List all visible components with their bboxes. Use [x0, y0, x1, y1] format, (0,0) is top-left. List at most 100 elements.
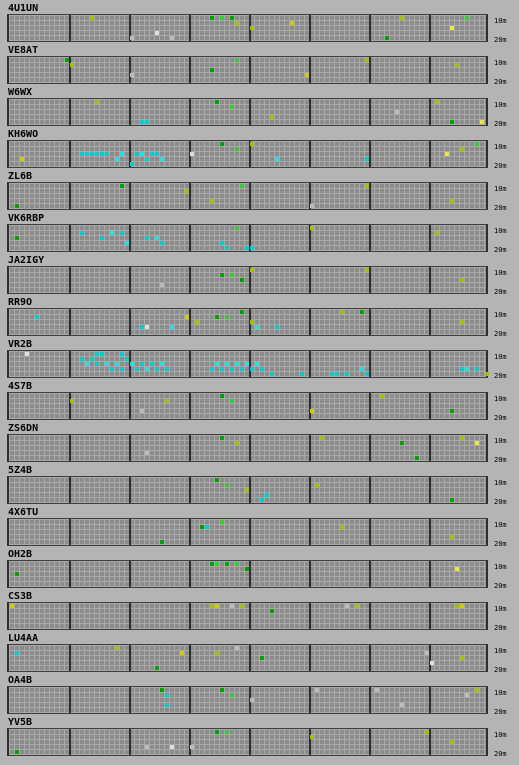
signal-spot — [255, 362, 259, 366]
signal-spot — [15, 204, 19, 208]
hour-separator — [309, 309, 311, 335]
signal-spot — [90, 152, 94, 156]
hour-separator — [249, 99, 251, 125]
beacon-panel-oa4b: OA4B 10m 20m — [0, 675, 519, 717]
signal-spot — [10, 604, 14, 608]
hour-separator — [429, 267, 431, 293]
hour-separator — [309, 99, 311, 125]
band-label-20m: 20m — [494, 36, 507, 44]
hour-separator — [309, 519, 311, 545]
hour-separator — [189, 477, 191, 503]
signal-spot — [235, 21, 239, 25]
signal-spot — [460, 147, 464, 151]
signal-spot — [195, 320, 199, 324]
band-label-10m: 10m — [494, 353, 507, 361]
hour-separator — [249, 225, 251, 251]
signal-spot — [250, 320, 254, 324]
hour-separator — [249, 477, 251, 503]
signal-spot — [365, 184, 369, 188]
signal-spot — [215, 362, 219, 366]
signal-spot — [165, 367, 169, 371]
hour-separator — [369, 225, 371, 251]
signal-spot — [450, 409, 454, 413]
signal-spot — [225, 562, 229, 566]
signal-grid — [7, 644, 488, 672]
signal-spot — [235, 226, 239, 230]
hour-separator — [129, 477, 131, 503]
hour-separator — [129, 435, 131, 461]
signal-spot — [260, 656, 264, 660]
signal-spot — [220, 688, 224, 692]
hour-separator — [129, 309, 131, 335]
signal-spot — [105, 362, 109, 366]
signal-spot — [155, 152, 159, 156]
signal-spot — [250, 367, 254, 371]
signal-spot — [455, 63, 459, 67]
signal-spot — [185, 189, 189, 193]
beacon-callsign: OH2B — [8, 549, 33, 560]
signal-grid — [7, 686, 488, 714]
signal-spot — [165, 399, 169, 403]
hour-separator — [249, 351, 251, 377]
hour-separator — [369, 519, 371, 545]
signal-spot — [25, 352, 29, 356]
signal-spot — [205, 525, 209, 529]
hour-separator — [189, 603, 191, 629]
signal-spot — [230, 693, 234, 697]
hour-separator — [69, 519, 71, 545]
signal-spot — [160, 241, 164, 245]
signal-grid — [7, 140, 488, 168]
signal-spot — [155, 236, 159, 240]
signal-spot — [340, 310, 344, 314]
signal-spot — [475, 142, 479, 146]
hour-separator — [69, 15, 71, 41]
band-label-20m: 20m — [494, 246, 507, 254]
signal-spot — [140, 325, 144, 329]
signal-spot — [425, 730, 429, 734]
signal-spot — [215, 730, 219, 734]
signal-spot — [355, 604, 359, 608]
signal-spot — [365, 157, 369, 161]
signal-spot — [105, 152, 109, 156]
signal-spot — [340, 525, 344, 529]
beacon-panel-kh6wo: KH6WO 10m 20m — [0, 129, 519, 171]
signal-spot — [80, 231, 84, 235]
signal-spot — [220, 436, 224, 440]
signal-spot — [275, 157, 279, 161]
hour-separator — [249, 267, 251, 293]
signal-spot — [310, 226, 314, 230]
hour-separator — [129, 393, 131, 419]
signal-spot — [215, 651, 219, 655]
signal-spot — [250, 698, 254, 702]
signal-spot — [100, 152, 104, 156]
signal-spot — [400, 16, 404, 20]
signal-spot — [300, 372, 304, 376]
signal-spot — [455, 567, 459, 571]
signal-spot — [220, 520, 224, 524]
signal-spot — [215, 478, 219, 482]
signal-grid — [7, 560, 488, 588]
signal-spot — [35, 315, 39, 319]
hour-separator — [69, 57, 71, 83]
signal-spot — [215, 562, 219, 566]
band-label-10m: 10m — [494, 605, 507, 613]
signal-spot — [465, 367, 469, 371]
signal-spot — [435, 231, 439, 235]
band-label-10m: 10m — [494, 731, 507, 739]
signal-spot — [230, 399, 234, 403]
signal-spot — [160, 362, 164, 366]
band-label-10m: 10m — [494, 269, 507, 277]
signal-spot — [135, 367, 139, 371]
signal-spot — [380, 394, 384, 398]
signal-spot — [305, 73, 309, 77]
hour-separator — [69, 141, 71, 167]
signal-spot — [130, 162, 134, 166]
signal-spot — [160, 688, 164, 692]
hour-separator — [369, 267, 371, 293]
signal-spot — [85, 152, 89, 156]
hour-separator — [249, 603, 251, 629]
signal-spot — [315, 483, 319, 487]
hour-separator — [309, 687, 311, 713]
signal-spot — [130, 73, 134, 77]
beacon-callsign: YV5B — [8, 717, 33, 728]
